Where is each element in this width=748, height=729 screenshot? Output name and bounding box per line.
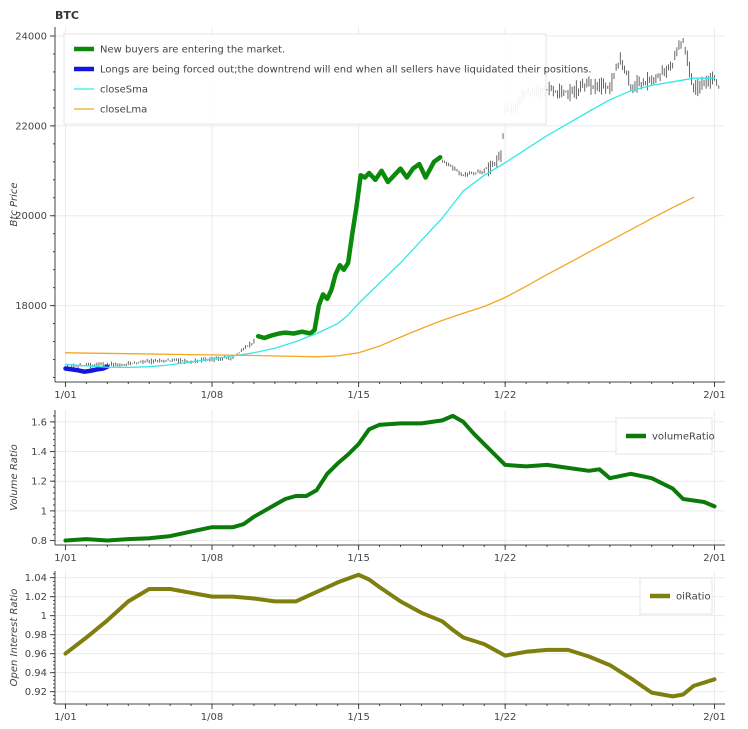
y-tick-label: 0.92: [25, 687, 47, 698]
x-tick-label: 2/01: [703, 553, 725, 564]
y-tick-label: 0.98: [25, 630, 47, 641]
y-tick-label: 1.04: [25, 573, 47, 584]
x-tick-label: 1/08: [201, 553, 223, 564]
series-volumeratio: [63, 413, 717, 543]
y-tick-label: 1: [41, 506, 47, 517]
legend-label: closeSma: [100, 85, 148, 96]
y-tick-label: 18000: [15, 301, 47, 312]
series-line: [64, 77, 716, 369]
legend-label: Longs are being forced out;the downtrend…: [100, 65, 592, 76]
legend-box: [63, 33, 547, 125]
y-tick-label: 0.8: [31, 536, 47, 547]
y-tick-label: 1.6: [31, 417, 47, 428]
series-oiratio: [63, 572, 717, 699]
series-line: [63, 413, 717, 543]
series-closesma: [64, 77, 716, 369]
x-tick-label: 1/01: [54, 390, 76, 401]
y-tick-label: 24000: [15, 31, 47, 42]
y-tick-label: 0.94: [25, 668, 47, 679]
x-tick-label: 1/22: [494, 390, 516, 401]
x-tick-label: 1/15: [347, 712, 369, 723]
series-line: [63, 572, 717, 699]
x-tick-label: 1/08: [201, 390, 223, 401]
y-axis-label: Btc Price: [9, 182, 20, 226]
y-tick-label: 1: [41, 611, 47, 622]
x-tick-label: 1/22: [494, 712, 516, 723]
series-line: [255, 155, 443, 341]
legend-label: New buyers are entering the market.: [100, 45, 285, 56]
series-longs-are-being: [63, 364, 110, 374]
x-tick-label: 2/01: [703, 390, 725, 401]
x-tick-label: 1/22: [494, 553, 516, 564]
chart-panel-3: 0.92 0.94 0.96 0.98 1 1.02 1.04 1/01 1/08 1/15 1/2…: [9, 571, 726, 723]
y-tick-label: 20000: [15, 211, 47, 222]
legend-label: oiRatio: [676, 592, 711, 603]
y-tick-label: 0.96: [25, 649, 47, 660]
x-tick-label: 1/01: [54, 553, 76, 564]
series-line: [64, 196, 695, 358]
x-tick-label: 1/15: [347, 390, 369, 401]
y-axis-label: Open Interest Ratio: [9, 589, 20, 687]
series-closelma: [64, 196, 695, 358]
chart-panel-2: 0.8 1 1.2 1.4 1.6 1/01 1/08 1/15 1/22 2/01 Volume …: [9, 410, 726, 564]
y-tick-label: 22000: [15, 121, 47, 132]
series-new-buyers-are: [255, 155, 443, 341]
x-tick-label: 2/01: [703, 712, 725, 723]
y-tick-label: 1.2: [31, 477, 47, 488]
x-tick-label: 1/15: [347, 553, 369, 564]
legend-box: [615, 417, 713, 455]
chart-panel-1: 18000 20000 22000 24000 1/01 1/08 1/15 1/22 2/01…: [9, 9, 726, 401]
chart-title: BTC: [55, 9, 79, 22]
y-axis-label: Volume Ratio: [9, 444, 20, 510]
legend-label: closeLma: [100, 105, 147, 116]
x-tick-label: 1/01: [54, 712, 76, 723]
y-tick-label: 1.4: [31, 447, 47, 458]
y-tick-label: 1.02: [25, 592, 47, 603]
x-tick-label: 1/08: [201, 712, 223, 723]
legend-label: volumeRatio: [652, 432, 715, 443]
series-line: [63, 364, 110, 374]
